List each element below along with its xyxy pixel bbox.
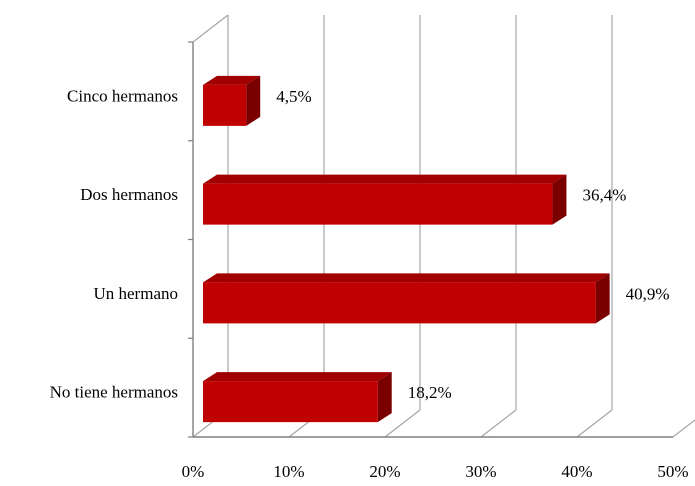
data-label: 40,9% bbox=[626, 284, 670, 303]
category-label: Cinco hermanos bbox=[67, 86, 178, 105]
bar-top bbox=[203, 75, 261, 85]
floor-gridline bbox=[384, 409, 421, 438]
x-tick-label: 40% bbox=[561, 462, 592, 481]
bar-top bbox=[203, 174, 567, 184]
x-tick-label: 10% bbox=[273, 462, 304, 481]
bar bbox=[203, 273, 610, 324]
bar bbox=[203, 174, 567, 225]
bar-side bbox=[595, 273, 610, 324]
wall-edge bbox=[192, 14, 229, 43]
data-label: 4,5% bbox=[276, 87, 311, 106]
bar bbox=[203, 372, 392, 423]
category-label: Dos hermanos bbox=[80, 185, 178, 204]
x-tick-label: 0% bbox=[182, 462, 205, 481]
x-tick-label: 50% bbox=[657, 462, 688, 481]
bar-side bbox=[552, 174, 567, 225]
bar-front bbox=[203, 381, 378, 423]
floor-gridline bbox=[672, 419, 695, 438]
bar bbox=[203, 75, 261, 126]
data-label: 36,4% bbox=[582, 186, 626, 205]
bars bbox=[203, 75, 610, 423]
x-tick-label: 20% bbox=[369, 462, 400, 481]
bar-front bbox=[203, 183, 553, 225]
bar-top bbox=[203, 372, 392, 382]
bar-front bbox=[203, 282, 596, 324]
bar-side bbox=[246, 75, 261, 126]
floor-gridline bbox=[576, 409, 613, 438]
bar-front bbox=[203, 84, 247, 126]
bar-top bbox=[203, 273, 610, 283]
labels: 0% 10% 20% 30% 40% 50% Cinco hermanos 4,5% Dos h… bbox=[50, 86, 689, 481]
axes bbox=[188, 41, 673, 438]
category-label: Un hermano bbox=[93, 284, 178, 303]
bar-side bbox=[377, 372, 392, 423]
data-label: 18,2% bbox=[408, 383, 452, 402]
category-label: No tiene hermanos bbox=[50, 383, 178, 402]
floor-gridline bbox=[480, 409, 517, 438]
x-tick-label: 30% bbox=[465, 462, 496, 481]
